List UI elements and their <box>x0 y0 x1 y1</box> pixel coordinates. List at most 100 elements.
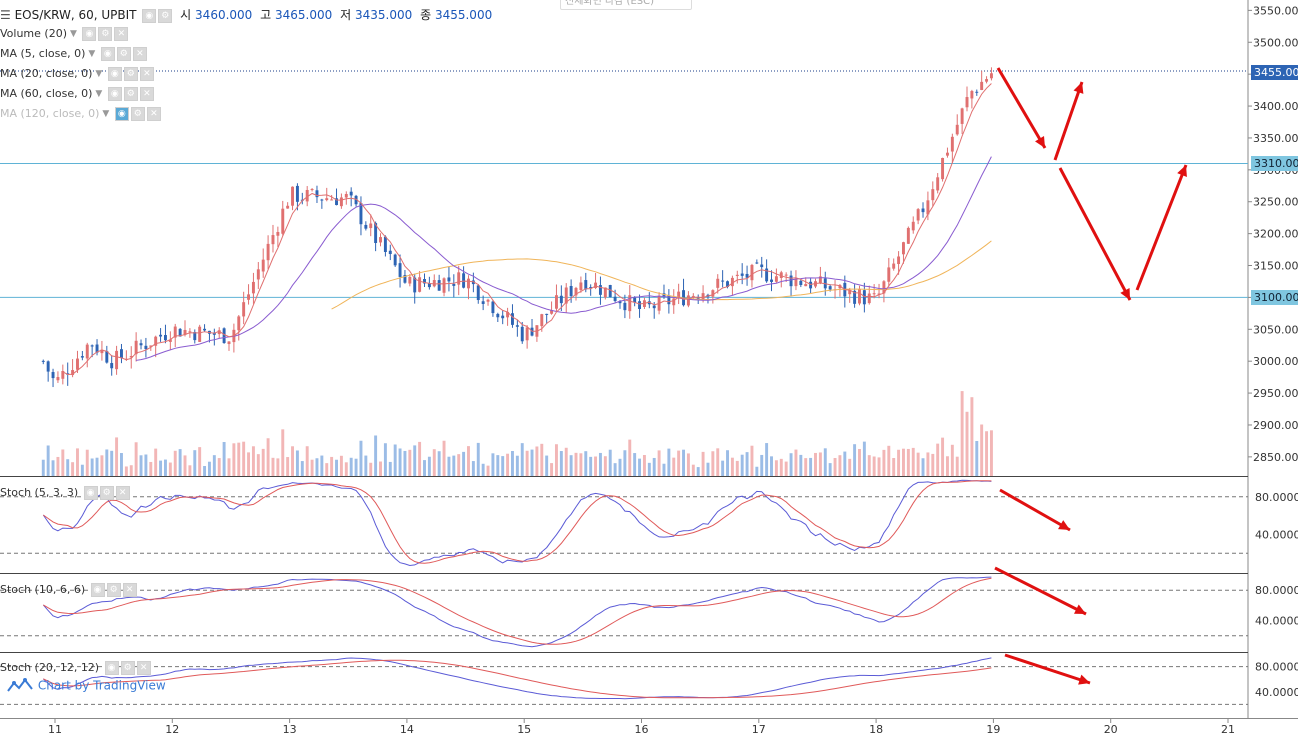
settings-icon[interactable]: ⚙ <box>106 583 121 597</box>
volume-bar <box>515 455 519 476</box>
candle-body <box>770 279 773 282</box>
candle-body <box>726 281 729 287</box>
candle-body <box>921 208 925 213</box>
close-icon[interactable]: ✕ <box>139 87 154 101</box>
ma60-line <box>331 240 992 310</box>
chevron-down-icon[interactable]: ▼ <box>95 69 103 79</box>
volume-bar <box>212 455 216 476</box>
volume-bar <box>90 458 94 476</box>
candle-body <box>755 262 759 264</box>
candle-body <box>989 73 993 79</box>
stoch3-legend[interactable]: Stoch (20, 12, 12) ◉ ⚙ ✕ <box>0 661 151 675</box>
stoch-tick-label: 40.0000 <box>1255 528 1298 541</box>
visibility-icon[interactable]: ◉ <box>100 47 115 61</box>
settings-icon[interactable]: ⚙ <box>99 486 114 500</box>
candle-body <box>838 285 842 289</box>
volume-bar <box>379 461 382 476</box>
price-tick-label: 3150.000 <box>1253 260 1298 273</box>
price-tick-label: 3400.000 <box>1253 100 1298 113</box>
indicator-volume[interactable]: Volume (20) ▼ ◉ ⚙ ✕ <box>0 27 129 41</box>
settings-icon[interactable]: ⚙ <box>123 87 138 101</box>
close-icon[interactable]: ✕ <box>114 27 129 41</box>
candle-body <box>447 277 451 282</box>
volume-bar <box>843 451 847 476</box>
visibility-icon[interactable]: ◉ <box>107 67 122 81</box>
candle-body <box>437 280 441 291</box>
settings-icon[interactable]: ⚙ <box>116 47 131 61</box>
candle-body <box>525 327 529 341</box>
candle-body <box>203 328 207 331</box>
chevron-down-icon[interactable]: ▼ <box>88 49 96 59</box>
volume-bar <box>427 456 431 476</box>
candle-body <box>911 221 915 231</box>
close-icon[interactable]: ✕ <box>136 661 151 675</box>
candle-body <box>330 199 334 201</box>
volume-bar <box>344 462 348 476</box>
price-tick-label: 3250.000 <box>1253 196 1298 209</box>
candle-body <box>76 358 79 370</box>
settings-icon[interactable]: ⚙ <box>98 27 113 41</box>
candle-body <box>374 223 378 244</box>
close-icon[interactable]: ✕ <box>146 107 161 121</box>
volume-bar <box>154 448 158 476</box>
indicator-ma20[interactable]: MA (20, close, 0) ▼ ◉ ⚙ ✕ <box>0 67 154 81</box>
visibility-icon[interactable]: ◉ <box>107 87 122 101</box>
candle-body <box>584 280 588 290</box>
indicator-label: Stoch (20, 12, 12) <box>0 661 100 674</box>
candle-body <box>975 91 979 93</box>
candle-body <box>945 152 949 156</box>
stoch-tick-label: 80.0000 <box>1255 584 1298 597</box>
volume-bar <box>828 463 832 476</box>
volume-bar <box>46 445 50 476</box>
visibility-icon[interactable]: ◉ <box>104 661 119 675</box>
volume-bar <box>662 463 666 476</box>
visibility-icon[interactable]: ◉ <box>82 27 97 41</box>
settings-icon[interactable]: ⚙ <box>120 661 135 675</box>
candle-body <box>765 268 769 282</box>
visibility-icon[interactable]: ◉ <box>90 583 105 597</box>
candle-body <box>56 377 60 381</box>
settings-icon[interactable]: ⚙ <box>158 8 173 23</box>
close-icon[interactable]: ✕ <box>115 486 130 500</box>
arrow-up-1-head <box>1073 82 1084 94</box>
close-icon[interactable]: ✕ <box>132 47 147 61</box>
indicator-label: MA (20, close, 0) <box>0 67 93 80</box>
indicator-ma5[interactable]: MA (5, close, 0) ▼ ◉ ⚙ ✕ <box>0 47 147 61</box>
chevron-down-icon[interactable]: ▼ <box>95 89 103 99</box>
visibility-icon[interactable]: ◉ <box>142 8 157 23</box>
candle-body <box>471 280 475 285</box>
arrow-up-2-head <box>1177 165 1187 177</box>
settings-icon[interactable]: ⚙ <box>130 107 145 121</box>
settings-icon[interactable]: ⚙ <box>123 67 138 81</box>
candle-body <box>354 195 358 205</box>
visibility-icon[interactable]: ◉ <box>83 486 98 500</box>
indicator-ma120[interactable]: MA (120, close, 0) ▼ ◉ ⚙ ✕ <box>0 107 161 121</box>
fullscreen-exit-hint[interactable]: 전체화면 나감 (ESC) <box>560 0 692 10</box>
chevron-down-icon[interactable]: ▼ <box>70 29 77 39</box>
chevron-down-icon[interactable]: ▼ <box>102 109 110 119</box>
volume-bar <box>178 449 182 476</box>
hidden-eye-icon[interactable]: ◉ <box>114 107 129 121</box>
candle-body <box>799 280 803 285</box>
volume-bar <box>281 429 285 476</box>
candle-body <box>120 349 123 359</box>
close-icon[interactable]: ✕ <box>122 583 137 597</box>
close-icon[interactable]: ✕ <box>139 67 154 81</box>
volume-bar <box>163 459 167 476</box>
tradingview-watermark[interactable]: Chart by TradingView <box>6 677 166 695</box>
candle-body <box>545 313 549 315</box>
volume-bar <box>721 460 725 476</box>
time-tick-label: 21 <box>1221 723 1235 736</box>
indicator-ma60[interactable]: MA (60, close, 0) ▼ ◉ ⚙ ✕ <box>0 87 154 101</box>
candle-body <box>540 314 544 327</box>
stoch2-legend[interactable]: Stoch (10, 6, 6) ◉ ⚙ ✕ <box>0 583 137 597</box>
volume-bar <box>227 458 231 476</box>
menu-icon[interactable]: ☰ <box>0 8 11 22</box>
volume-bar <box>266 438 270 476</box>
stoch1-legend[interactable]: Stoch (5, 3, 3) ◉ ⚙ ✕ <box>0 486 130 500</box>
volume-bar <box>814 452 817 476</box>
price-tick-label: 2850.000 <box>1253 451 1298 464</box>
volume-bar <box>931 453 935 476</box>
volume-bar <box>203 466 207 476</box>
